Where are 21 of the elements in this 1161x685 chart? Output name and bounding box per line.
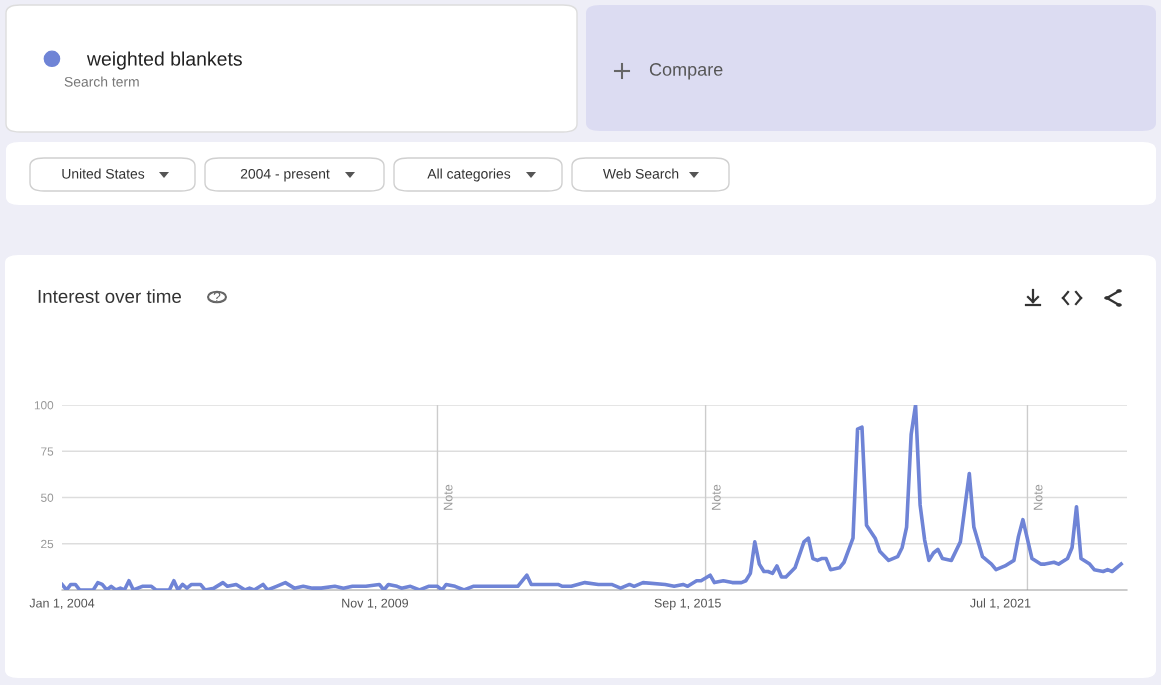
ref-line-label: Note bbox=[443, 484, 453, 510]
ref-line-label: Note bbox=[711, 484, 721, 510]
text: Web Search bbox=[602, 168, 679, 179]
x-tick-label: Jul 1, 2021 bbox=[970, 598, 1031, 609]
text: United States bbox=[62, 168, 145, 179]
y-tick-label: 75 bbox=[41, 447, 54, 456]
text: All categories bbox=[427, 168, 511, 182]
legend-label: weighted blankets bbox=[86, 51, 242, 70]
y-tick-label: 25 bbox=[41, 539, 54, 549]
text: ? bbox=[213, 291, 221, 302]
x-tick-label: Sep 1, 2015 bbox=[654, 598, 721, 610]
x-tick-label: Jan 1, 2004 bbox=[29, 598, 95, 609]
y-tick-label: 50 bbox=[41, 493, 54, 502]
chart-title: Interest over time bbox=[38, 289, 182, 304]
line-series bbox=[62, 405, 1123, 590]
y-tick-label: 100 bbox=[34, 401, 54, 410]
x-tick-label: Nov 1, 2009 bbox=[342, 598, 409, 609]
text: Search term bbox=[64, 76, 139, 87]
text: Compare bbox=[649, 63, 723, 80]
text: 2004 - present bbox=[240, 168, 330, 182]
ref-line-label: Note bbox=[1033, 484, 1043, 510]
